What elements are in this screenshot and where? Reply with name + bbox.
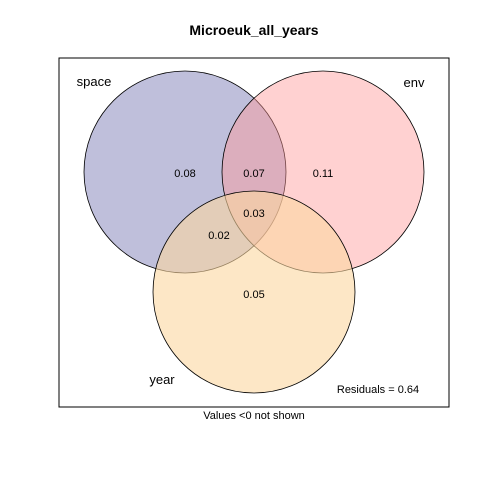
footnote-label: Values <0 not shown [203, 410, 305, 422]
set-label-env: env [404, 75, 425, 90]
residuals-label: Residuals = 0.64 [337, 384, 419, 396]
region-value-all-three: 0.03 [243, 208, 264, 220]
set-label-year: year [149, 372, 175, 387]
region-value-env-only: 0.11 [313, 168, 334, 180]
year-circle [152, 190, 356, 394]
region-value-space-only: 0.08 [174, 168, 195, 180]
diagram-title: Microeuk_all_years [189, 22, 318, 38]
region-value-space-year: 0.02 [208, 230, 229, 242]
region-value-year-only: 0.05 [243, 289, 264, 301]
region-value-space-env: 0.07 [243, 168, 264, 180]
plot-frame [58, 57, 450, 408]
set-label-space: space [77, 74, 112, 89]
